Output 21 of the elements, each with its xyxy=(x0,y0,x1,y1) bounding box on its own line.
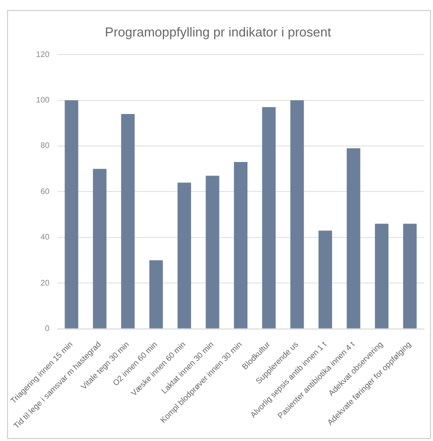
bar xyxy=(121,114,135,328)
bar xyxy=(403,224,417,328)
bar xyxy=(149,260,163,328)
bar xyxy=(178,182,192,328)
bar xyxy=(346,148,360,328)
bar xyxy=(64,100,78,328)
bar xyxy=(92,168,106,328)
y-tick-label: 40 xyxy=(40,232,50,242)
chart-title: Programoppfylling pr indikator i prosent xyxy=(104,24,332,40)
bar xyxy=(290,100,304,328)
y-tick-label: 100 xyxy=(36,96,50,105)
y-tick-label: 60 xyxy=(40,186,50,196)
y-tick-label: 80 xyxy=(40,141,50,150)
bar xyxy=(318,230,332,328)
y-tick-label: 20 xyxy=(40,278,50,288)
bar xyxy=(206,176,220,328)
bar xyxy=(262,107,276,328)
bar xyxy=(234,162,248,328)
bar xyxy=(374,224,388,328)
y-tick-label: 120 xyxy=(36,50,50,59)
y-tick-label: 0 xyxy=(44,324,50,334)
